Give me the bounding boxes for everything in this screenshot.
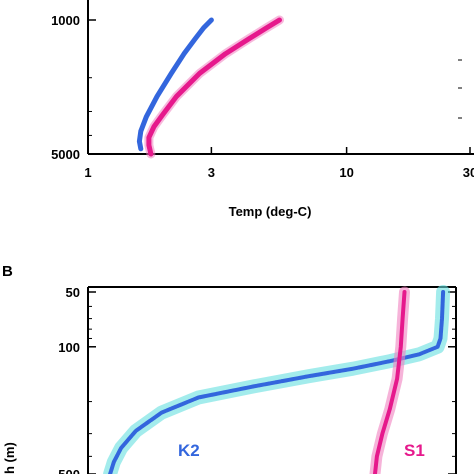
series-s1-line [146, 17, 282, 157]
x-tick-label: 10 [339, 165, 353, 180]
y-tick-label: 500 [58, 467, 80, 474]
y-tick-label: 1000 [51, 13, 80, 28]
series-s1-line [373, 290, 407, 474]
panel-b-label: B [2, 263, 13, 280]
panel-a-y-ticks: 1000 5000 [51, 13, 462, 162]
panel-b-y-axis-label: h (m) [2, 442, 17, 474]
x-tick-label: 1 [84, 165, 91, 180]
series-s1-label: S1 [404, 441, 425, 460]
y-tick-label: 100 [58, 340, 80, 355]
x-tick-label: 30 [463, 165, 474, 180]
panel-b-y-ticks: 50 100 500 [58, 285, 456, 474]
series-k2-line [108, 290, 446, 474]
x-tick-label: 3 [208, 165, 215, 180]
panel-b: B 50 100 500 K2 S1 h (m) [2, 263, 457, 474]
series-k2-label: K2 [178, 441, 200, 460]
y-tick-label: 50 [66, 285, 80, 300]
panel-a-x-axis-label: Temp (deg-C) [229, 204, 312, 219]
panel-b-series: K2 S1 [103, 285, 451, 474]
panel-a: 1000 5000 1 3 10 30 Temp (deg-C) [51, 0, 474, 219]
series-k2-line [136, 17, 214, 152]
panel-a-x-ticks: 1 3 10 30 [84, 147, 474, 180]
series-s1-halo [144, 15, 284, 159]
panel-a-series [136, 15, 284, 159]
y-tick-label: 5000 [51, 147, 80, 162]
